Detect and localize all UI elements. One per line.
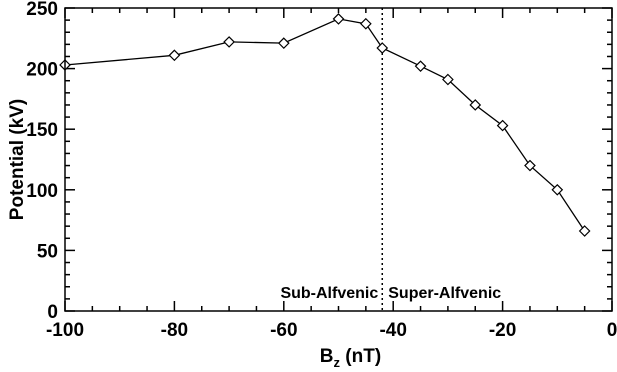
y-axis-title: Potential (kV) — [7, 99, 28, 220]
data-point-marker — [524, 159, 536, 172]
x-axis-title: Bz (nT) — [320, 346, 381, 370]
data-point-marker — [551, 183, 564, 196]
tick-labels: -100 -80 -60 -40 -20 0 0 50 100 150 200 250 — [26, 0, 617, 341]
data-point-marker — [578, 225, 591, 237]
y-tick-label: 200 — [26, 60, 58, 81]
data-point-marker — [376, 42, 389, 54]
series-line — [64, 18, 586, 232]
y-tick-label: 0 — [47, 302, 58, 323]
x-axis-title-main: B — [320, 346, 334, 367]
x-tick-label: -80 — [161, 320, 188, 341]
data-point-marker — [223, 36, 235, 48]
data-markers — [59, 13, 591, 237]
data-point-marker — [442, 73, 454, 86]
y-tick-label: 100 — [26, 181, 58, 202]
x-tick-label: -60 — [270, 320, 297, 341]
axis-ticks — [64, 7, 613, 312]
data-point-marker — [168, 49, 181, 62]
y-tick-label: 250 — [26, 0, 58, 20]
x-tick-label: -40 — [379, 320, 406, 341]
x-axis-title-subscript: z — [334, 355, 341, 370]
super-alfvenic-label: Super-Alfvenic — [388, 285, 501, 302]
data-point-marker — [332, 13, 345, 25]
data-point-marker — [360, 17, 372, 30]
y-tick-label: 50 — [37, 241, 58, 262]
x-tick-label: -20 — [489, 320, 516, 341]
data-point-marker — [414, 60, 427, 73]
data-point-marker — [469, 99, 482, 111]
x-tick-label: -100 — [46, 320, 84, 341]
sub-alfvenic-label: Sub-Alfvenic — [280, 285, 378, 302]
plot-frame — [64, 7, 613, 312]
x-axis-title-unit: (nT) — [340, 346, 381, 367]
data-point-marker — [277, 37, 290, 49]
x-tick-label: 0 — [607, 320, 617, 341]
data-point-marker — [496, 119, 509, 132]
y-tick-label: 150 — [26, 120, 58, 141]
